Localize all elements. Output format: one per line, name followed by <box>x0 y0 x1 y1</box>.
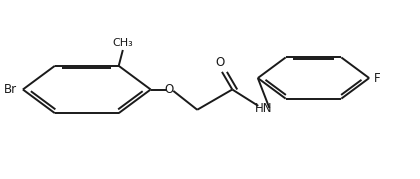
Text: O: O <box>215 56 225 69</box>
Text: HN: HN <box>255 101 272 115</box>
Text: F: F <box>374 72 381 84</box>
Text: O: O <box>165 83 174 96</box>
Text: CH₃: CH₃ <box>113 38 133 48</box>
Text: Br: Br <box>3 83 17 96</box>
